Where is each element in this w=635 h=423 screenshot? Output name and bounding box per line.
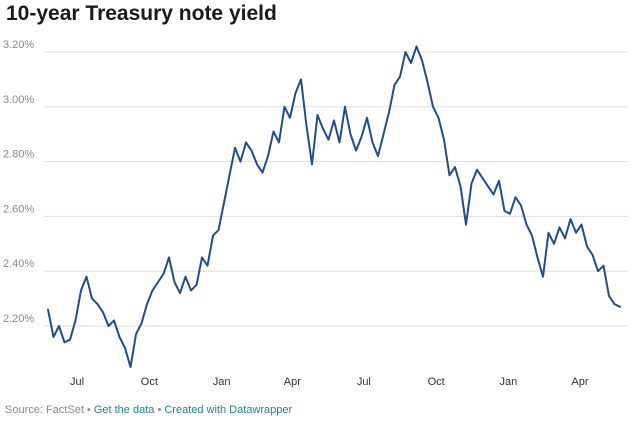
datawrapper-credit-link[interactable]: Created with Datawrapper: [164, 404, 293, 416]
y-tick-label: 2.60%: [3, 203, 34, 215]
chart-footer: Source: FactSet • Get the data • Created…: [5, 404, 292, 416]
x-tick-label: Jan: [213, 376, 231, 388]
footer-separator: •: [154, 404, 165, 416]
y-tick-label: 2.20%: [3, 313, 34, 325]
chart-title: 10-year Treasury note yield: [6, 2, 277, 25]
x-tick-label: Jan: [500, 376, 518, 388]
source-note: Source: FactSet: [5, 404, 84, 416]
x-tick-label: Apr: [284, 376, 301, 388]
y-axis-ticks: 2.20% 2.40% 2.60% 2.80% 3.00% 3.20%: [3, 39, 34, 325]
x-tick-label: Oct: [141, 376, 158, 388]
y-tick-label: 2.40%: [3, 258, 34, 270]
x-tick-label: Apr: [571, 376, 588, 388]
x-tick-label: Jul: [70, 376, 84, 388]
x-tick-label: Jul: [357, 376, 371, 388]
gridlines: [44, 51, 628, 327]
x-axis-ticks: Jul Oct Jan Apr Jul Oct Jan Apr: [70, 376, 589, 388]
footer-separator: •: [83, 404, 94, 416]
y-tick-label: 3.20%: [3, 39, 34, 51]
y-tick-label: 3.00%: [3, 94, 34, 106]
line-chart: 2.20% 2.40% 2.60% 2.80% 3.00% 3.20% Jul Oct Jan…: [3, 39, 628, 388]
get-the-data-link[interactable]: Get the data: [93, 404, 155, 416]
y-tick-label: 2.80%: [3, 149, 34, 161]
x-tick-label: Oct: [428, 376, 445, 388]
yield-line: [47, 45, 621, 369]
